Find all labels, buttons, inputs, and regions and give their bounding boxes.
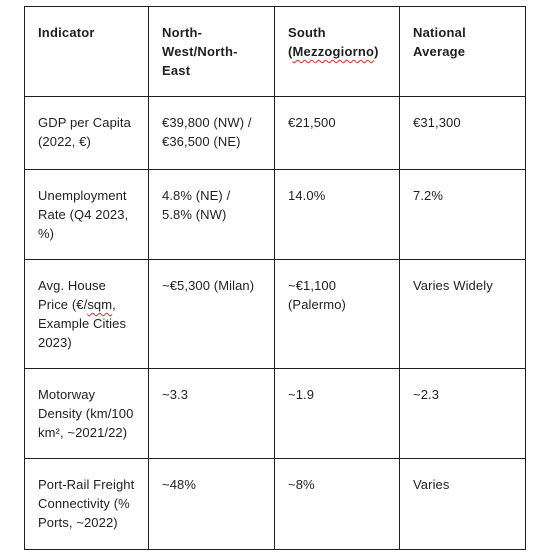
cell-national: 7.2% — [399, 169, 526, 260]
header-north: North-West/North-East — [148, 6, 275, 97]
table-row: Avg. House Price (€/sqm, Example Cities … — [24, 259, 526, 369]
spellcheck-flagged-word[interactable]: Mezzogiorno — [292, 44, 375, 59]
header-indicator: Indicator — [24, 6, 149, 97]
cell-indicator: Avg. House Price (€/sqm, Example Cities … — [24, 259, 149, 369]
cell-national: Varies — [399, 458, 526, 550]
cell-national: €31,300 — [399, 96, 526, 170]
cell-indicator-suffix: , Example Cities 2023) — [38, 297, 127, 350]
header-south: South (Mezzogiorno) — [274, 6, 400, 97]
cell-national: ~2.3 — [399, 368, 526, 459]
cell-south: ~1.9 — [274, 368, 400, 459]
cell-indicator: Port-Rail Freight Connectivity (% Ports,… — [24, 458, 149, 550]
table-row: Port-Rail Freight Connectivity (% Ports,… — [24, 458, 526, 550]
header-south-prefix: South ( — [288, 25, 326, 59]
header-national: National Average — [399, 6, 526, 97]
cell-indicator: GDP per Capita (2022, €) — [24, 96, 149, 170]
cell-north: ~€5,300 (Milan) — [148, 259, 275, 369]
cell-indicator: Motorway Density (km/100 km², ~2021/22) — [24, 368, 149, 459]
cell-north: ~48% — [148, 458, 275, 550]
table-row: GDP per Capita (2022, €) €39,800 (NW) / … — [24, 96, 526, 170]
cell-south: ~8% — [274, 458, 400, 550]
cell-north: 4.8% (NE) / 5.8% (NW) — [148, 169, 275, 260]
table-row: Motorway Density (km/100 km², ~2021/22) … — [24, 368, 526, 459]
cell-indicator: Unemployment Rate (Q4 2023, %) — [24, 169, 149, 260]
cell-south: ~€1,100 (Palermo) — [274, 259, 400, 369]
cell-indicator-prefix: Avg. House Price (€/ — [38, 278, 106, 312]
header-south-suffix: ) — [374, 44, 379, 59]
regional-indicators-table: Indicator North-West/North-East South (M… — [24, 6, 526, 550]
cell-south: 14.0% — [274, 169, 400, 260]
cell-north: €39,800 (NW) / €36,500 (NE) — [148, 96, 275, 170]
spellcheck-flagged-word[interactable]: sqm — [87, 297, 113, 312]
cell-south: €21,500 — [274, 96, 400, 170]
cell-north: ~3.3 — [148, 368, 275, 459]
cell-national: Varies Widely — [399, 259, 526, 369]
table-row: Unemployment Rate (Q4 2023, %) 4.8% (NE)… — [24, 169, 526, 260]
table-header-row: Indicator North-West/North-East South (M… — [24, 6, 526, 97]
